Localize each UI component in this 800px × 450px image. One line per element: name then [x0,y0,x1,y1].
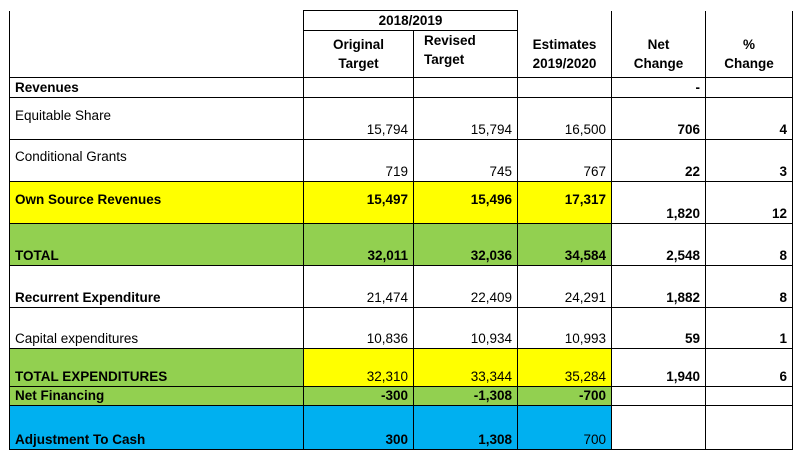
cell-original: 10,836 [303,307,414,349]
cell-pct-change: 8 [705,265,794,308]
row-label: TOTAL EXPENDITURES [9,348,304,387]
col-original-target: Original Target [303,30,414,78]
cell-estimates [517,77,613,98]
period-header: 2018/2019 [302,10,519,31]
table-row: Net Financing -300 -1,308 -700 [9,386,794,406]
header-row-columns: Original Target Revised Target Estimates… [9,30,794,78]
cell-revised: -1,308 [412,386,519,406]
col-estimates: Estimates 2019/2020 [517,30,613,78]
cell-pct-change [705,386,794,406]
row-label: TOTAL [9,223,304,266]
cell-original [303,77,414,98]
cell-estimates: 17,317 [517,181,613,224]
cell-pct-change: 4 [705,97,794,140]
cell-revised [412,77,519,98]
cell-estimates: 16,500 [517,97,613,140]
cell-original: 32,310 [303,348,414,387]
cell-pct-change: 3 [705,139,794,182]
table-row: Equitable Share 15,794 15,794 16,500 706… [9,97,794,140]
cell-estimates: 700 [517,405,613,450]
col-pct-line2: Change [724,55,774,71]
table-row: Conditional Grants 719 745 767 22 3 [9,139,794,182]
row-label: Net Financing [9,386,304,406]
col-revised-target: Revised Target [412,30,519,78]
cell-estimates: 10,993 [517,307,613,349]
cell-pct-change: 12 [705,181,794,224]
cell-revised: 32,036 [412,223,519,266]
table-row: TOTAL 32,011 32,036 34,584 2,548 8 [9,223,794,266]
cell-original: 719 [303,139,414,182]
col-net-change: Net Change [611,30,707,78]
table-row: Own Source Revenues 15,497 15,496 17,317… [9,181,794,224]
cell-original: 32,011 [303,223,414,266]
table-row: Revenues - [9,77,794,98]
cell-revised: 22,409 [412,265,519,308]
row-label: Capital expenditures [9,307,304,349]
cell-pct-change [705,405,794,450]
cell-pct-change [705,77,794,98]
cell-estimates: 35,284 [517,348,613,387]
cell-net-change [611,386,707,406]
row-label: Equitable Share [9,97,304,140]
budget-table: 2018/2019 Original Target Revised Target… [9,10,794,450]
col-net-line2: Change [633,55,684,71]
cell-revised: 33,344 [412,348,519,387]
table-row: Recurrent Expenditure 21,474 22,409 24,2… [9,265,794,308]
cell-revised: 15,496 [412,181,519,224]
cell-net-change: 1,882 [611,265,707,308]
cell-original: 15,794 [303,97,414,140]
col-original-line2: Target [338,56,379,71]
cell-net-change: 22 [611,139,707,182]
cell-net-change: 59 [611,307,707,349]
header-blank-cell [705,10,794,31]
cell-revised: 15,794 [412,97,519,140]
cell-pct-change: 6 [705,348,794,387]
row-label: Revenues [9,77,304,98]
cell-original: -300 [303,386,414,406]
cell-pct-change: 8 [705,223,794,266]
table-row: Capital expenditures 10,836 10,934 10,99… [9,307,794,349]
row-label: Recurrent Expenditure [9,265,304,308]
col-revised-line1: Revised [424,33,476,48]
col-estimates-line2: 2019/2020 [532,55,597,71]
row-label: Own Source Revenues [9,181,304,224]
cell-net-change [611,405,707,450]
table-row: Adjustment To Cash 300 1,308 700 [9,405,794,450]
cell-net-change: - [611,77,707,98]
row-label: Conditional Grants [9,139,304,182]
header-blank-cell [517,10,613,31]
header-blank-cell [9,10,304,31]
cell-estimates: 24,291 [517,265,613,308]
cell-revised: 745 [412,139,519,182]
cell-original: 21,474 [303,265,414,308]
row-label: Adjustment To Cash [9,405,304,450]
table-row: TOTAL EXPENDITURES 32,310 33,344 35,284 … [9,348,794,387]
col-estimates-line1: Estimates [532,36,597,52]
col-pct-line1: % [743,36,756,52]
cell-estimates: -700 [517,386,613,406]
cell-net-change: 2,548 [611,223,707,266]
col-net-line1: Net [647,36,670,52]
col-original-line1: Original [332,37,384,52]
header-blank-cell [611,10,707,31]
cell-original: 300 [303,405,414,450]
cell-net-change: 1,940 [611,348,707,387]
cell-revised: 10,934 [412,307,519,349]
cell-original: 15,497 [303,181,414,224]
cell-pct-change: 1 [705,307,794,349]
cell-net-change: 1,820 [611,181,707,224]
header-row-period: 2018/2019 [9,10,794,31]
col-pct-change: % Change [705,30,794,78]
cell-estimates: 767 [517,139,613,182]
col-revised-line2: Target [424,52,465,67]
cell-revised: 1,308 [412,405,519,450]
header-blank-cell [9,30,304,78]
cell-net-change: 706 [611,97,707,140]
cell-estimates: 34,584 [517,223,613,266]
